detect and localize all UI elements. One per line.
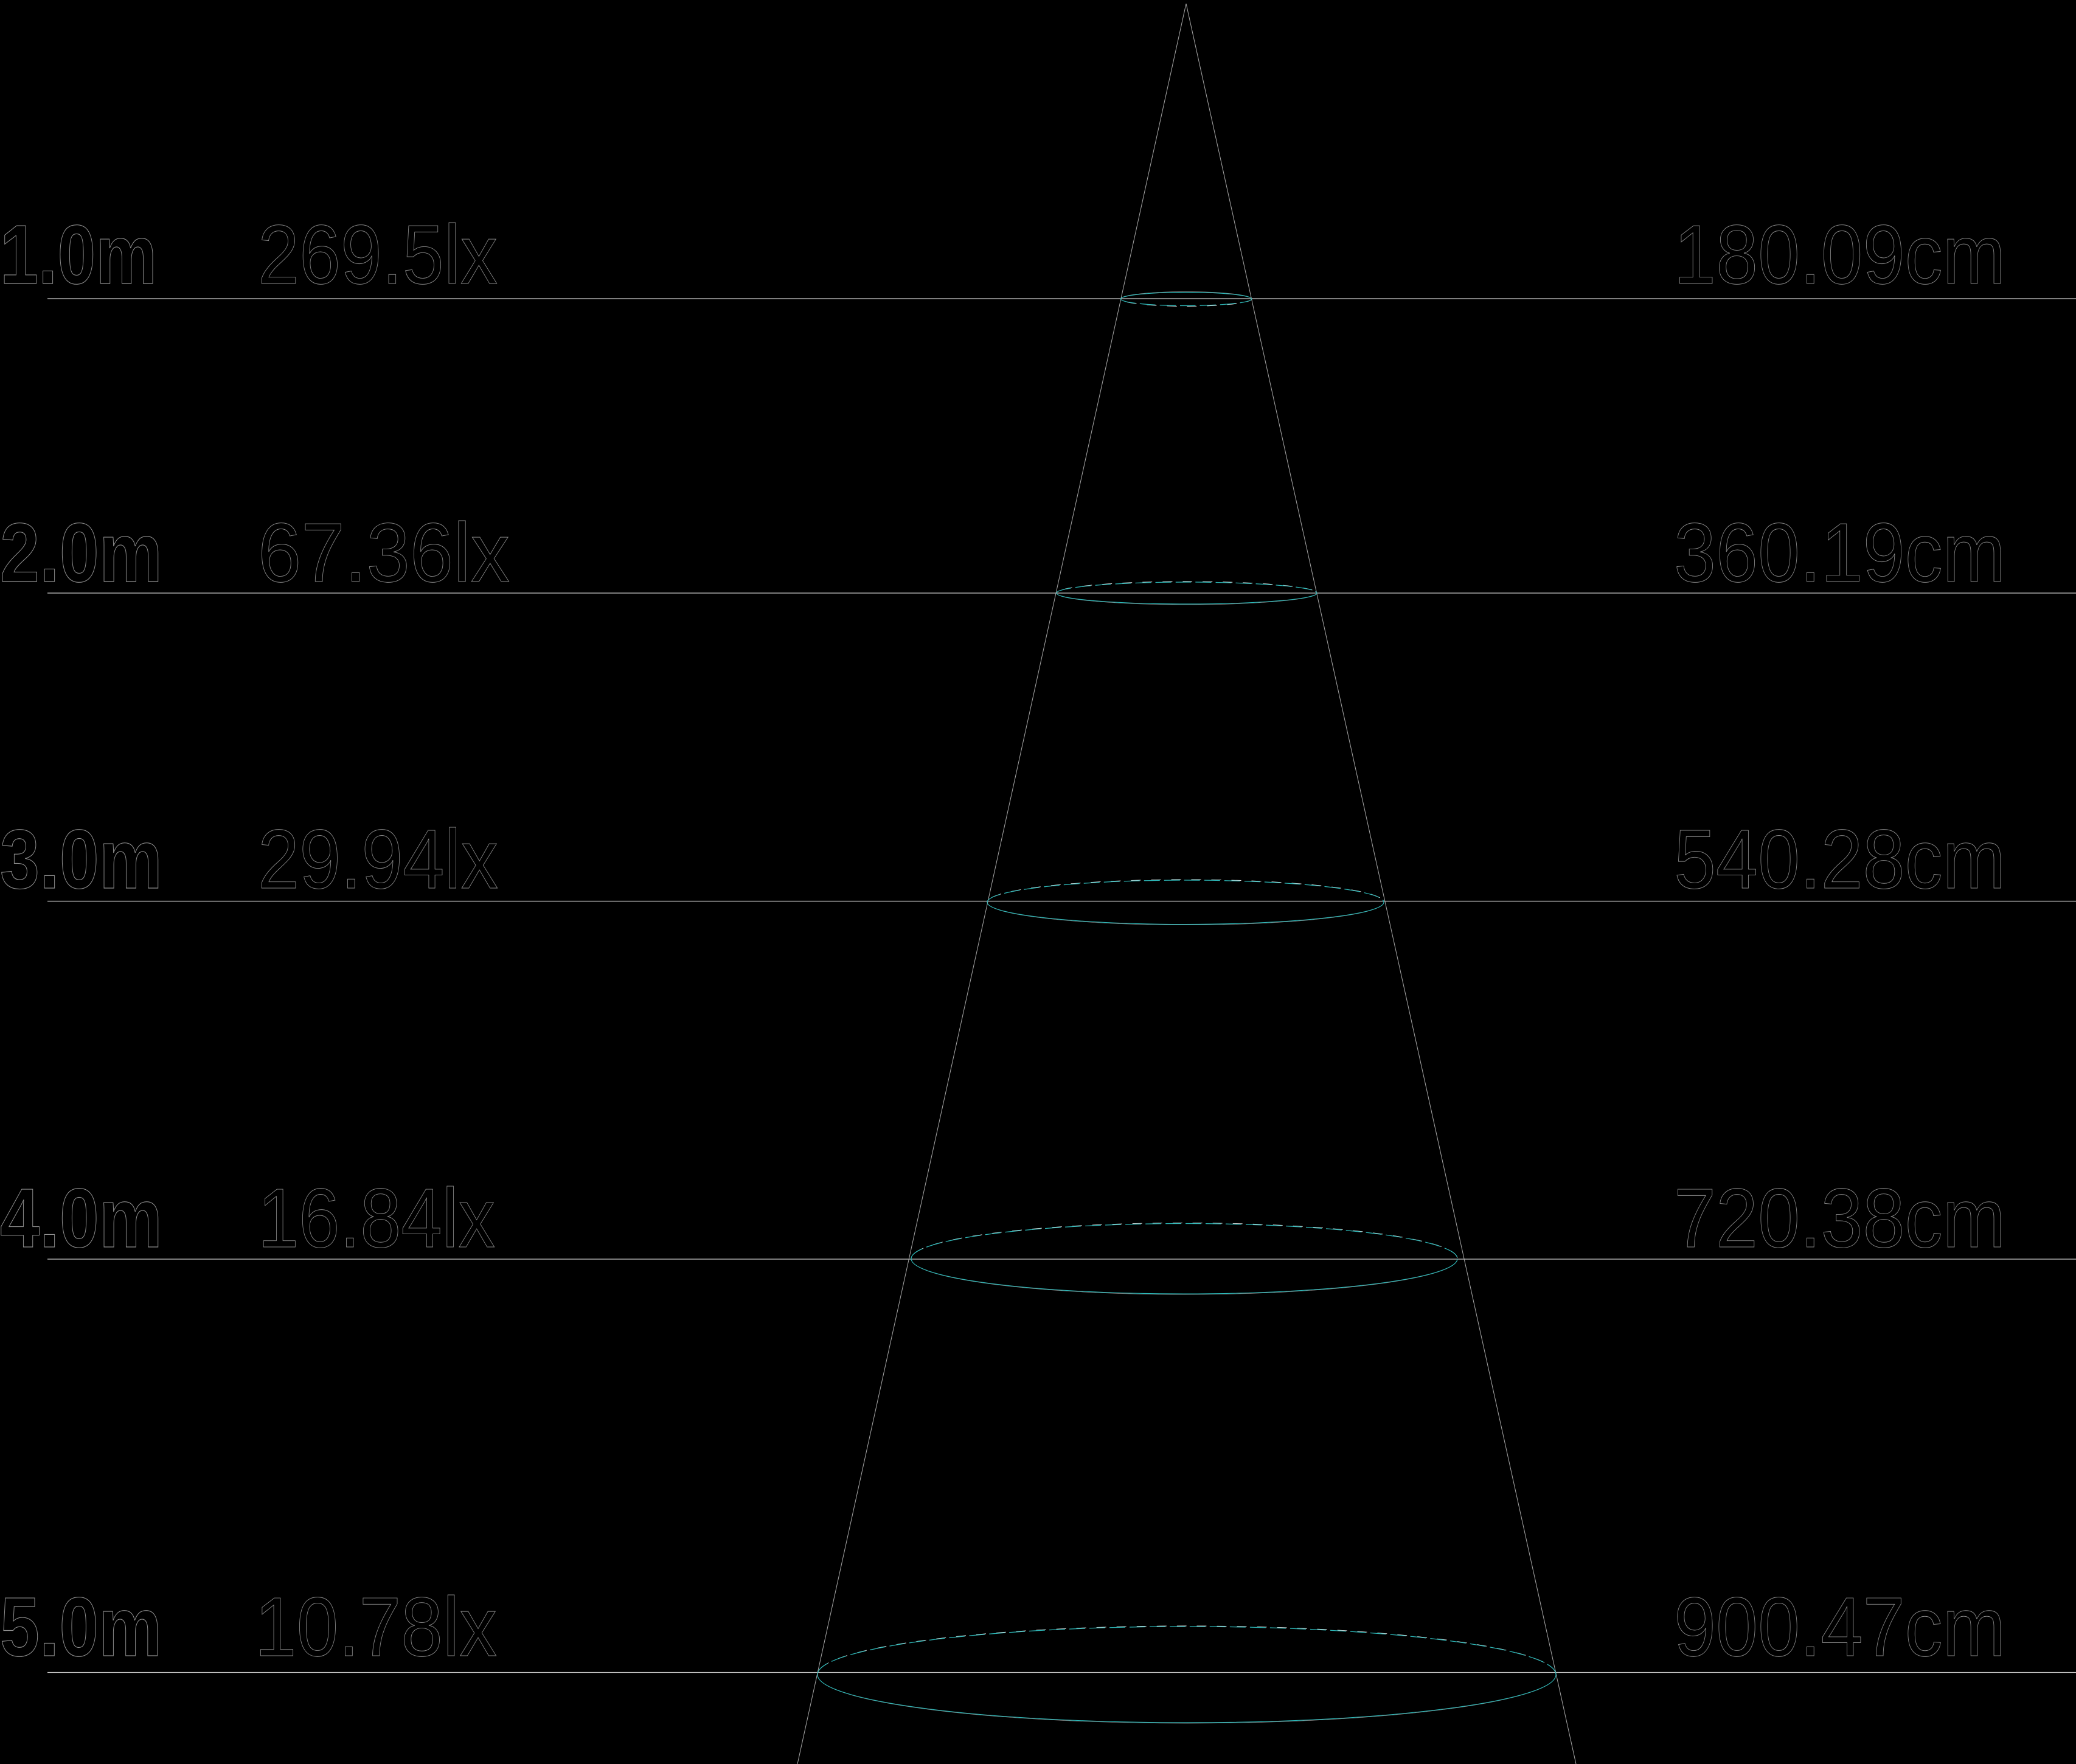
svg-text:5.0m: 5.0m [0,1580,162,1674]
svg-text:900.47cm: 900.47cm [1674,1580,2005,1674]
svg-text:180.09cm: 180.09cm [1674,208,2005,302]
svg-text:10.78lx: 10.78lx [255,1580,497,1674]
svg-text:29.94lx: 29.94lx [258,813,498,906]
svg-text:1.0m: 1.0m [0,208,157,302]
svg-text:360.19cm: 360.19cm [1674,506,2005,600]
svg-text:67.36lx: 67.36lx [258,506,510,600]
svg-text:540.28cm: 540.28cm [1674,813,2005,906]
svg-text:16.84lx: 16.84lx [258,1172,495,1265]
svg-text:2.0m: 2.0m [0,506,162,600]
svg-text:3.0m: 3.0m [0,813,162,906]
svg-text:720.38cm: 720.38cm [1674,1172,2005,1265]
svg-text:4.0m: 4.0m [0,1172,162,1265]
svg-text:269.5lx: 269.5lx [258,208,498,302]
